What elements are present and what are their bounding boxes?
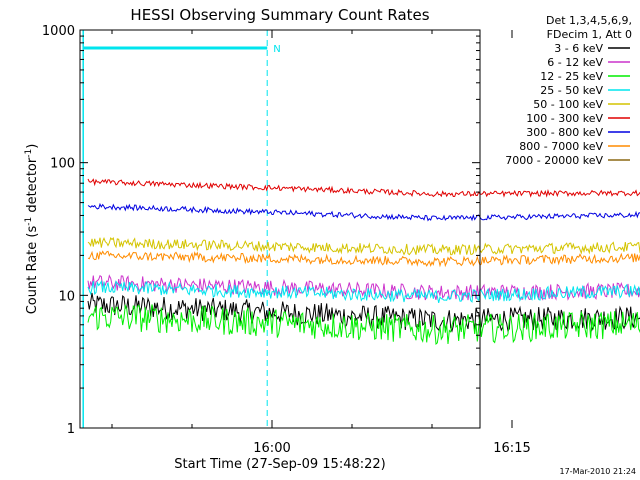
series-line-1 bbox=[87, 274, 640, 301]
generation-timestamp: 17-Mar-2010 21:24 bbox=[560, 467, 637, 476]
y-tick-label-2: 100 bbox=[50, 157, 75, 172]
night-marker-label: N bbox=[273, 44, 280, 55]
series-line-2 bbox=[87, 303, 640, 346]
y-axis-label-mid: detector bbox=[25, 157, 40, 217]
legend: Det 1,3,4,5,6,9, FDecim 1, Att 0 3 - 6 k… bbox=[505, 14, 632, 167]
series-line-0 bbox=[87, 292, 640, 333]
series-line-6 bbox=[87, 202, 640, 222]
legend-label-7: 800 - 7000 keV bbox=[519, 140, 603, 153]
series-line-4 bbox=[87, 236, 640, 256]
observing-markers: NS bbox=[82, 30, 281, 428]
legend-label-6: 300 - 800 keV bbox=[526, 126, 603, 139]
y-tick-label-3: 1000 bbox=[42, 24, 75, 39]
y-axis-label: Count Rate (s-1 detector-1) bbox=[24, 144, 40, 315]
legend-label-4: 50 - 100 keV bbox=[533, 98, 603, 111]
series-line-3 bbox=[87, 279, 640, 304]
axes bbox=[79, 29, 481, 429]
y-axis-label-end: ) bbox=[25, 144, 40, 149]
x-axis-label: Start Time (27-Sep-09 15:48:22) bbox=[174, 457, 385, 472]
plot-frame bbox=[79, 29, 481, 429]
legend-label-0: 3 - 6 keV bbox=[554, 42, 603, 55]
series-line-7 bbox=[87, 250, 640, 268]
legend-label-2: 12 - 25 keV bbox=[540, 70, 603, 83]
y-axis-label-main: Count Rate (s bbox=[25, 226, 40, 315]
series-layer bbox=[87, 178, 640, 346]
legend-header-line-1: Det 1,3,4,5,6,9, bbox=[546, 14, 632, 27]
y-axis-label-exp2: -1 bbox=[24, 149, 34, 158]
legend-label-1: 6 - 12 keV bbox=[547, 56, 603, 69]
legend-label-5: 100 - 300 keV bbox=[526, 112, 603, 125]
y-tick-label-1: 10 bbox=[58, 289, 75, 304]
legend-label-3: 25 - 50 keV bbox=[540, 84, 603, 97]
x-tick-label-0: 16:00 bbox=[253, 441, 290, 456]
x-tick-label-1: 16:15 bbox=[493, 441, 530, 456]
legend-header-line-2: FDecim 1, Att 0 bbox=[547, 28, 632, 41]
legend-label-8: 7000 - 20000 keV bbox=[505, 154, 603, 167]
y-tick-label-0: 1 bbox=[67, 422, 75, 437]
series-line-5 bbox=[87, 178, 640, 198]
chart-title: HESSI Observing Summary Count Rates bbox=[130, 6, 429, 24]
y-axis-label-exp1: -1 bbox=[24, 217, 34, 226]
